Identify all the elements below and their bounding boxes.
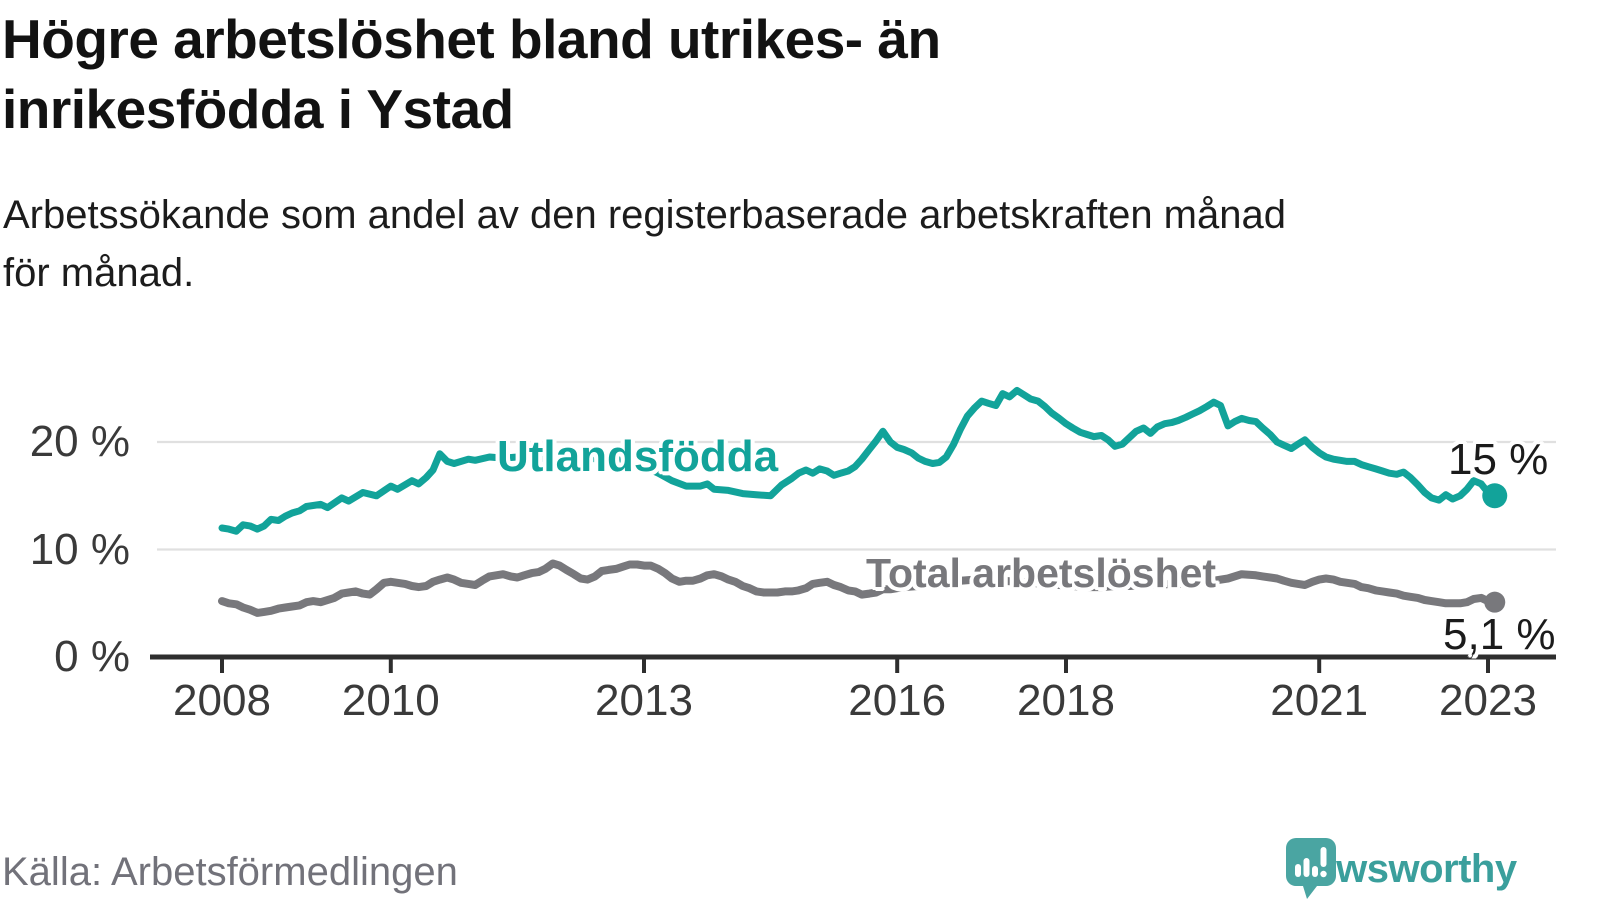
newsworthy-speech-bubble-bar-chart-icon xyxy=(1286,838,1336,899)
y-tick-label: 0 % xyxy=(54,632,130,681)
x-tick-label: 2021 xyxy=(1270,676,1369,725)
x-tick-label: 2018 xyxy=(1017,676,1115,725)
page-title: Högre arbetslöshet bland utrikes- än inr… xyxy=(2,4,1562,144)
end-value-label-utlandsfodda: 15 % xyxy=(1448,435,1549,484)
y-tick-label: 10 % xyxy=(29,524,130,574)
subtitle-line-2: för månad. xyxy=(3,251,195,295)
x-tick-label: 2008 xyxy=(173,676,271,725)
source-caption: Källa: Arbetsförmedlingen xyxy=(2,850,458,894)
title-line-1: Högre arbetslöshet bland utrikes- än xyxy=(2,8,941,70)
x-tick-label: 2023 xyxy=(1439,676,1537,725)
x-tick-label: 2013 xyxy=(595,676,693,725)
chart-subtitle: Arbetssökande som andel av den registerb… xyxy=(3,186,1563,302)
newsworthy-logo: Newsworthy xyxy=(1286,838,1600,900)
series-label-total-arbetsloshet: Total arbetslöshet xyxy=(866,550,1217,596)
subtitle-line-1: Arbetssökande som andel av den registerb… xyxy=(3,193,1286,237)
y-tick-label: 20 % xyxy=(29,417,130,466)
x-tick-label: 2016 xyxy=(848,676,947,725)
end-value-label-total: 5,1 % xyxy=(1443,610,1556,659)
x-tick-label: 2010 xyxy=(341,676,440,725)
series-label-utlandsfodda: Utlandsfödda xyxy=(497,432,779,481)
title-line-2: inrikesfödda i Ystad xyxy=(2,78,514,140)
